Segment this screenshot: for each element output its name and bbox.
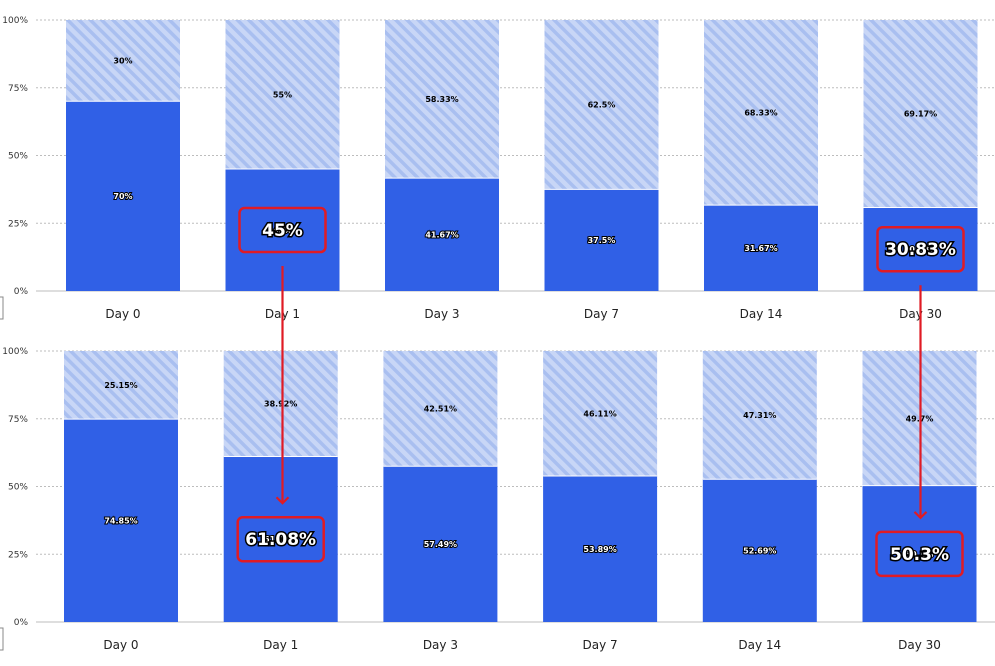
callout-bottom-label: 61.08% — [245, 530, 316, 550]
bar-segment-churned — [223, 351, 338, 457]
bar-segment-retained — [385, 178, 499, 291]
x-tick-label: Day 3 — [424, 307, 459, 321]
y-tick-label: 0% — [14, 618, 29, 628]
x-tick-label: Day 1 — [263, 638, 298, 652]
x-tick-label: Day 0 — [103, 638, 138, 652]
bar-value-label: 46.11% — [583, 409, 616, 418]
y-tick-label: 75% — [8, 84, 28, 94]
bar-value-label: 41.67% — [425, 231, 458, 240]
bar-segment-retained — [383, 466, 498, 622]
axis-scroll-stub — [0, 627, 4, 651]
bar-segment-churned — [225, 20, 340, 170]
callout-bottom-box — [875, 530, 964, 578]
x-tick-label: Day 7 — [584, 307, 619, 321]
bar-segment-churned — [544, 20, 659, 190]
bar-segment-retained — [64, 419, 178, 622]
x-tick-label: Day 7 — [583, 638, 618, 652]
bar-value-label: 42.51% — [424, 405, 457, 414]
bar-value-label: 47.31% — [743, 411, 776, 420]
bar-value-label: 30.83% — [904, 245, 937, 254]
bar-segment-retained — [66, 101, 180, 291]
y-tick-label: 25% — [8, 550, 28, 560]
callout-bottom-label: 50.3% — [890, 545, 949, 565]
bar-segment-churned — [66, 20, 180, 102]
y-tick-label: 50% — [8, 483, 28, 493]
bar-segment-retained — [863, 207, 978, 291]
bar-value-label: 53.89% — [583, 545, 616, 554]
x-tick-label: Day 3 — [423, 638, 458, 652]
bar-value-label: 57.49% — [424, 540, 457, 549]
y-tick-label: 100% — [2, 347, 28, 357]
bar-value-label: 30% — [113, 57, 132, 66]
callout-top-label: 45% — [262, 221, 303, 241]
bar-segment-retained — [544, 189, 659, 291]
bar-value-label: 61.08% — [264, 535, 297, 544]
x-tick-label: Day 14 — [738, 638, 781, 652]
callout-top-box — [876, 225, 965, 273]
callout-bottom-box — [236, 515, 325, 563]
bar-segment-retained — [543, 475, 658, 622]
y-tick-label: 0% — [14, 287, 29, 297]
bar-value-label: 69.17% — [904, 110, 937, 119]
bar-value-label: 70% — [113, 192, 132, 201]
bar-value-label: 52.69% — [743, 547, 776, 556]
bar-segment-retained — [704, 205, 818, 291]
bar-value-label: 50.3% — [906, 550, 934, 559]
callout-top-box — [238, 206, 327, 254]
axis-scroll-stub — [0, 296, 4, 320]
bar-segment-churned — [863, 20, 978, 208]
bar-value-label: 62.5% — [588, 101, 616, 110]
y-tick-label: 100% — [2, 16, 28, 26]
x-tick-label: Day 30 — [898, 638, 941, 652]
bar-value-label: 55% — [273, 91, 292, 100]
bar-segment-churned — [64, 351, 178, 420]
bar-value-label: 37.5% — [588, 236, 616, 245]
y-tick-label: 25% — [8, 219, 28, 229]
y-tick-label: 75% — [8, 415, 28, 425]
x-tick-label: Day 0 — [105, 307, 140, 321]
bar-segment-churned — [385, 20, 499, 179]
bar-value-label: 25.15% — [104, 381, 137, 390]
bar-value-label: 31.67% — [744, 244, 777, 253]
bar-segment-churned — [702, 351, 817, 480]
bar-value-label: 68.33% — [744, 109, 777, 118]
bar-segment-retained — [702, 479, 817, 622]
x-tick-label: Day 14 — [740, 307, 783, 321]
y-tick-label: 50% — [8, 152, 28, 162]
bar-value-label: 74.85% — [104, 517, 137, 526]
callout-top-label: 30.83% — [885, 240, 956, 260]
bar-value-label: 58.33% — [425, 95, 458, 104]
bar-value-label: 45% — [273, 226, 292, 235]
bar-segment-churned — [704, 20, 818, 206]
bar-segment-retained — [223, 456, 338, 622]
bar-value-label: 38.92% — [264, 400, 297, 409]
bar-segment-churned — [383, 351, 498, 467]
bar-segment-churned — [543, 351, 658, 476]
